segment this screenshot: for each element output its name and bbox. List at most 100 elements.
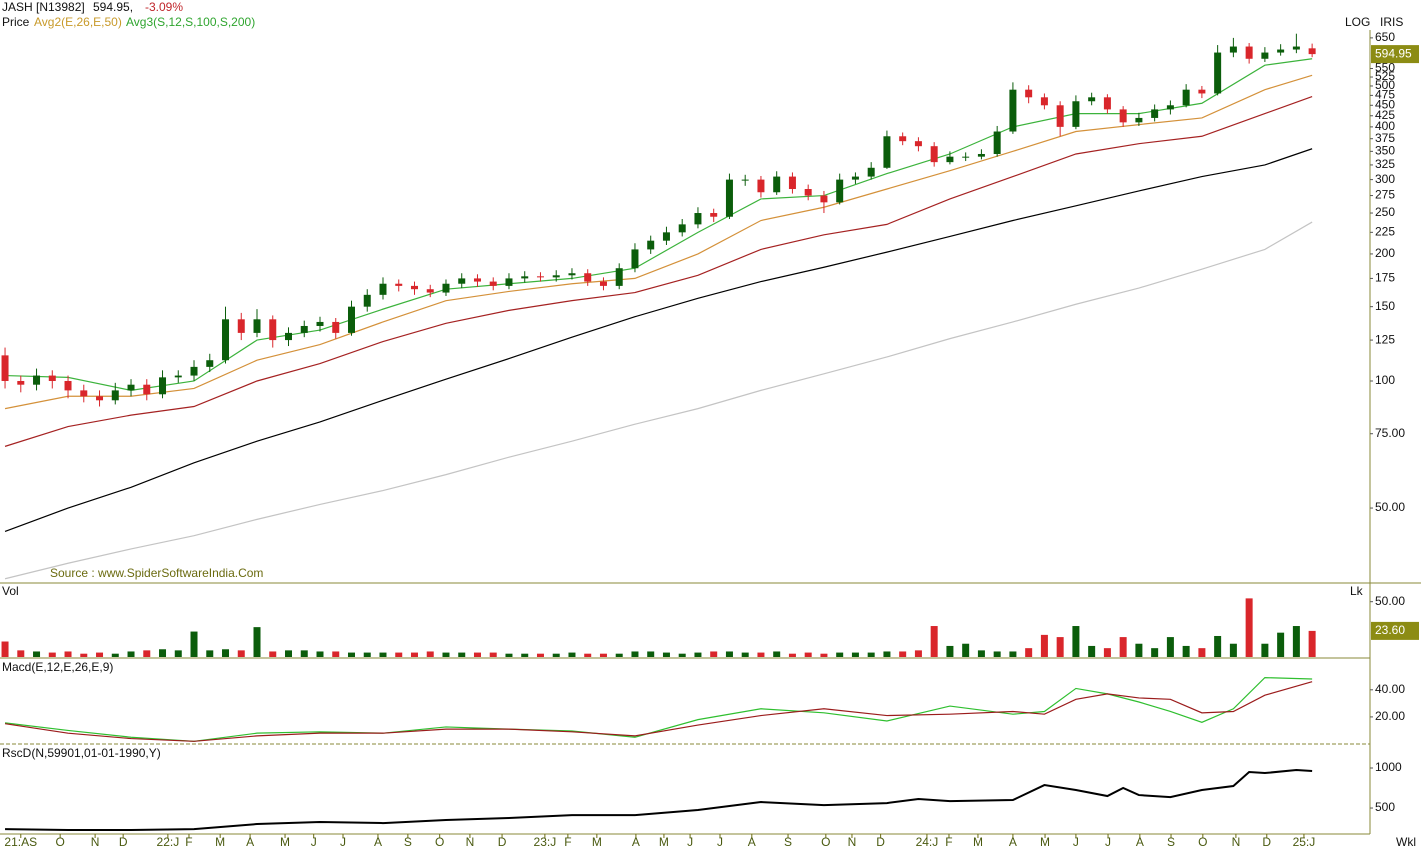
moving-average (4, 221, 1313, 580)
volume-bar (883, 651, 891, 657)
volume-bar (1229, 643, 1237, 657)
volume-bar (773, 651, 781, 657)
y-tick-label: 350 (1375, 144, 1395, 158)
candle-body (631, 249, 639, 269)
candle-body (1119, 109, 1127, 123)
candle-body (773, 176, 781, 193)
volume-bar (253, 627, 261, 657)
iris-label: IRIS (1380, 15, 1403, 29)
candle-body (899, 136, 907, 142)
y-tick-label: 550 (1375, 61, 1395, 75)
candle-body (1261, 52, 1269, 59)
candle-body (741, 179, 749, 181)
y-tick-label: 475 (1375, 88, 1395, 102)
candle-body (253, 319, 261, 333)
x-tick-label: N (1232, 835, 1241, 849)
y-tick-label: 225 (1375, 225, 1395, 239)
candle-body (962, 156, 970, 158)
panel-title: Macd(E,12,E,26,E,9) (2, 660, 113, 674)
x-tick-label: A (374, 835, 382, 849)
volume-bar (584, 653, 592, 657)
volume-bar (174, 650, 182, 657)
symbol: JASH [N13982] (2, 0, 85, 14)
x-tick-label: M (280, 835, 290, 849)
y-tick-label: 500 (1375, 78, 1395, 92)
candle-body (473, 278, 481, 282)
y-tick-label: 300 (1375, 172, 1395, 186)
volume-bar (1245, 598, 1253, 657)
volume-bar (1088, 645, 1096, 657)
candle-body (647, 240, 655, 250)
candle-body (316, 321, 324, 326)
volume-bar (993, 651, 1001, 657)
volume-bar (410, 652, 418, 657)
moving-average (4, 148, 1313, 533)
x-tick-label: D (876, 835, 885, 849)
candle-body (489, 281, 497, 286)
y-tick-label: 20.00 (1375, 709, 1405, 723)
volume-bar (458, 652, 466, 657)
volume-bar (1025, 648, 1033, 657)
log-label: LOG (1345, 15, 1370, 29)
volume-bar (1040, 634, 1048, 657)
x-tick-label: F (185, 835, 192, 849)
volume-bar (946, 645, 954, 657)
x-tick-label: 25:J (1293, 835, 1316, 849)
candle-body (804, 189, 812, 196)
volume-bar (930, 626, 938, 657)
candle-body (174, 375, 182, 378)
volume-bar (143, 650, 151, 657)
volume-bar (1166, 637, 1174, 657)
volume-bar (1277, 632, 1285, 657)
candle-body (883, 136, 891, 168)
volume-bar (1214, 635, 1222, 657)
volume-bar (804, 652, 812, 657)
candle-body (237, 319, 245, 333)
candle-body (820, 195, 828, 203)
volume-bar (33, 651, 41, 657)
x-tick-label: N (848, 835, 857, 849)
volume-bar (568, 652, 576, 657)
volume-bar (678, 653, 686, 657)
y-tick-label: 125 (1375, 332, 1395, 346)
candle-body (662, 232, 670, 241)
volume-bar (363, 652, 371, 657)
volume-bar (190, 631, 198, 657)
candle-body (836, 179, 844, 203)
volume-bar (473, 652, 481, 657)
y-tick-label: 40.00 (1375, 682, 1405, 696)
candle-body (395, 283, 403, 286)
x-tick-label: J (1105, 835, 1111, 849)
x-tick-label: N (91, 835, 100, 849)
volume-bar (442, 652, 450, 657)
volume-bar (489, 652, 497, 657)
x-tick-label: 24:J (916, 835, 939, 849)
last-price-label-box (1371, 45, 1419, 64)
candle-body (993, 131, 1001, 154)
y-tick-label: 275 (1375, 188, 1395, 202)
volume-bar (1072, 626, 1080, 657)
candle-body (521, 276, 529, 279)
candle-body (96, 396, 104, 401)
x-tick-label: F (945, 835, 952, 849)
volume-bar (395, 652, 403, 657)
y-tick-label: 500 (1375, 800, 1395, 814)
volume-bar (836, 652, 844, 657)
x-tick-label: O (435, 835, 444, 849)
x-tick-label: J (340, 835, 346, 849)
volume-bar (599, 653, 607, 657)
candle-body (206, 360, 214, 367)
volume-bar (237, 650, 245, 657)
x-tick-label: O (821, 835, 830, 849)
panel-title: Vol (2, 584, 19, 598)
volume-bar (710, 651, 718, 657)
candle-body (1214, 52, 1222, 94)
volume-bar (757, 652, 765, 657)
price-label: Price (2, 15, 30, 29)
volume-bar (111, 653, 119, 657)
candle-body (1166, 105, 1174, 110)
x-tick-label: S (784, 835, 792, 849)
candle-body (379, 283, 387, 295)
candle-body (505, 278, 513, 286)
candle-body (442, 283, 450, 293)
